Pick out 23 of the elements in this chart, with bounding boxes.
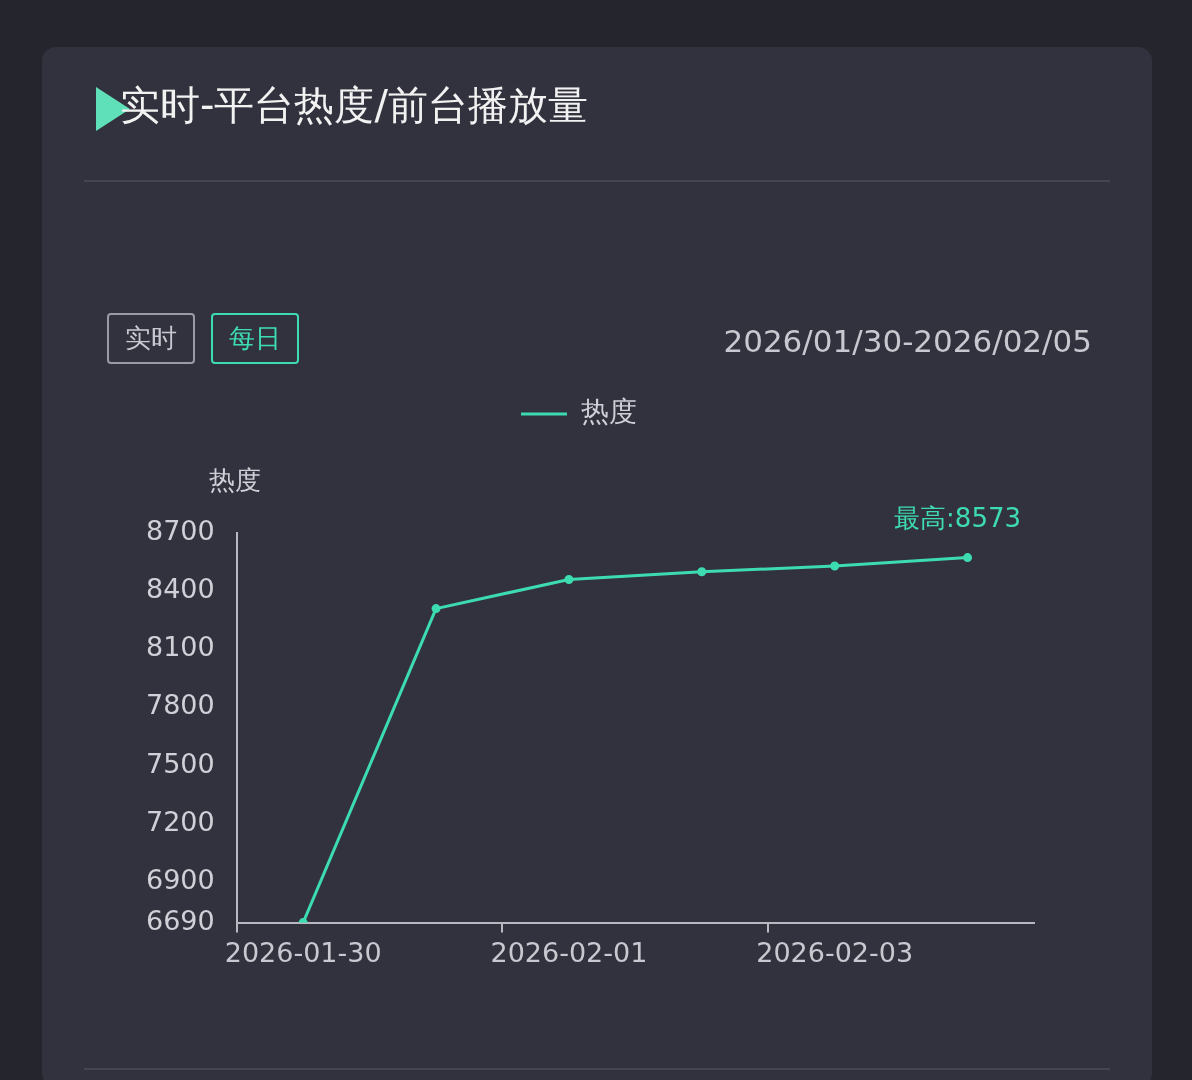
y-tick-label: 7800 <box>145 689 215 721</box>
x-tick-label: 2026-01-30 <box>224 936 382 968</box>
x-tick-label: 2026-02-03 <box>756 936 914 968</box>
y-tick-label: 7200 <box>145 805 215 837</box>
point <box>697 567 707 577</box>
text: 实时 <box>107 313 195 364</box>
x-tick-label: 2026-02-01 <box>490 936 648 968</box>
y-tick-label: 8400 <box>145 573 215 605</box>
legend-label: 热度 <box>581 395 637 429</box>
point <box>431 604 441 614</box>
y-tick-label: 6900 <box>145 863 215 895</box>
text: 每日 <box>211 313 299 364</box>
point <box>963 553 973 563</box>
chart-subtitle: 2026/01/30-2026/02/05 <box>723 323 1092 359</box>
y-axis-title: 热度 <box>208 464 261 495</box>
y-tick-label: 8700 <box>145 515 215 547</box>
y-tick-label: 8100 <box>145 631 215 663</box>
annotation: 最高:8573 <box>894 503 1022 534</box>
point <box>830 561 840 571</box>
y-tick-label: 7500 <box>145 747 215 779</box>
chart-title: 实时-平台热度/前台播放量 <box>120 81 588 130</box>
point <box>564 575 574 585</box>
y-tick-label: 6690 <box>145 904 215 936</box>
